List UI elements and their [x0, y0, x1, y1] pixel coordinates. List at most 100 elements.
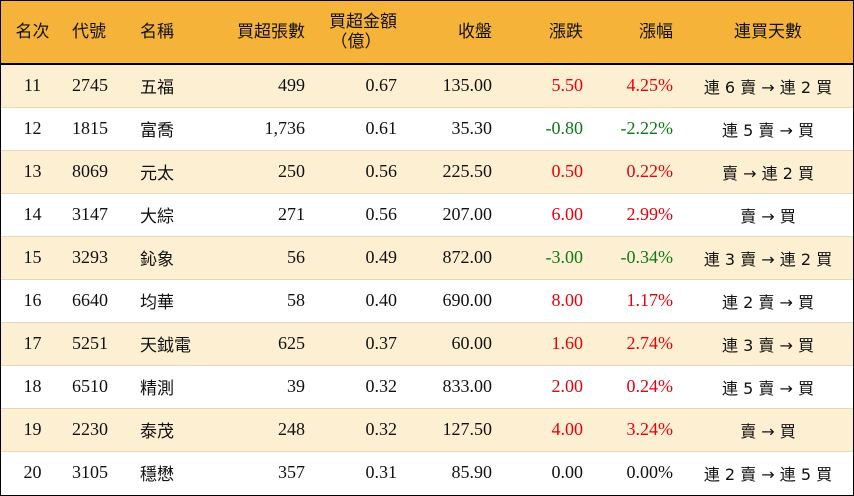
table-row: 11 2745 五福 499 0.67 135.00 5.50 4.25% 連 6 賣 → 連 … — [1, 64, 853, 107]
cell-code: 6510 — [64, 364, 132, 408]
cell-stock-name: 天鉞電 — [132, 321, 225, 365]
table-row: 15 3293 鈊象 56 0.49 872.00 -3.00 -0.34% 連 3 賣 → 連… — [1, 235, 853, 279]
table-row: 19 2230 泰茂 248 0.32 127.50 4.00 3.24% 賣 → 買 — [1, 407, 853, 451]
cell-code: 2745 — [72, 75, 108, 96]
cell-change-pct: 4.25% — [626, 75, 674, 96]
cell-change-pct: 0.00% — [593, 450, 683, 494]
cell-net-buy-amount: 0.32 — [315, 407, 407, 451]
table-row: 12 1815 富喬 1,736 0.61 35.30 -0.80 -2.22% 連 5 賣 →… — [1, 106, 853, 150]
cell-net-buy-amount: 0.61 — [315, 106, 407, 150]
cell-change-pct: -2.22% — [593, 106, 683, 150]
cell-consecutive-buy-days: 連 2 賣 → 連 5 買 — [683, 450, 853, 494]
cell-stock-name: 大綜 — [132, 192, 225, 236]
header-consecutive-buy-days: 連買天數 — [683, 1, 853, 65]
cell-stock-name: 均華 — [132, 278, 225, 322]
header-name: 名稱 — [132, 1, 225, 65]
cell-change: 4.00 — [502, 407, 593, 451]
cell-change-pct: 1.17% — [593, 278, 683, 322]
cell-rank: 20 — [1, 450, 64, 494]
cell-change-pct: 0.24% — [593, 364, 683, 408]
cell-stock-name: 富喬 — [132, 106, 225, 150]
cell-consecutive-buy-days: 連 6 賣 → 連 2 買 — [703, 77, 833, 97]
header-change: 漲跌 — [502, 1, 593, 65]
cell-change: 6.00 — [502, 192, 593, 236]
cell-net-buy-lots: 248 — [225, 407, 315, 451]
cell-stock-name: 元太 — [132, 149, 225, 193]
cell-rank: 12 — [1, 106, 64, 150]
cell-change: 1.60 — [502, 321, 593, 365]
cell-net-buy-amount: 0.31 — [315, 450, 407, 494]
cell-consecutive-buy-days: 賣 → 買 — [683, 407, 853, 451]
cell-change-pct: 3.24% — [593, 407, 683, 451]
cell-change: 8.00 — [502, 278, 593, 322]
cell-close: 690.00 — [407, 278, 502, 322]
cell-net-buy-amount: 0.67 — [365, 75, 398, 96]
cell-code: 5251 — [64, 321, 132, 365]
cell-change-pct: 0.22% — [593, 149, 683, 193]
cell-net-buy-amount: 0.56 — [315, 149, 407, 193]
cell-rank: 14 — [1, 192, 64, 236]
cell-close: 35.30 — [407, 106, 502, 150]
header-code: 代號 — [64, 1, 132, 65]
cell-rank: 18 — [1, 364, 64, 408]
cell-stock-name: 泰茂 — [132, 407, 225, 451]
cell-code: 6640 — [64, 278, 132, 322]
header-net-buy-lots: 買超張數 — [225, 1, 315, 65]
cell-change: 0.50 — [502, 149, 593, 193]
cell-consecutive-buy-days: 連 3 賣 → 連 2 買 — [683, 235, 853, 279]
cell-net-buy-lots: 250 — [225, 149, 315, 193]
table-row: 14 3147 大綜 271 0.56 207.00 6.00 2.99% 賣 → 買 — [1, 192, 853, 236]
table-row: 16 6640 均華 58 0.40 690.00 8.00 1.17% 連 2 賣 → 買 — [1, 278, 853, 322]
table-row: 13 8069 元太 250 0.56 225.50 0.50 0.22% 賣 → 連 2 買 — [1, 149, 853, 193]
cell-net-buy-lots: 357 — [225, 450, 315, 494]
header-close: 收盤 — [407, 1, 502, 65]
cell-change: 0.00 — [502, 450, 593, 494]
cell-close: 135.00 — [442, 75, 493, 96]
cell-net-buy-amount: 0.56 — [315, 192, 407, 236]
cell-consecutive-buy-days: 連 2 賣 → 買 — [683, 278, 853, 322]
cell-net-buy-amount: 0.32 — [315, 364, 407, 408]
cell-net-buy-amount: 0.40 — [315, 278, 407, 322]
header-net-buy-amount-line1: 買超金額 — [329, 12, 397, 32]
cell-net-buy-lots: 56 — [225, 235, 315, 279]
header-net-buy-amount: 買超金額 （億） — [315, 1, 407, 65]
table-body: 11 2745 五福 499 0.67 135.00 5.50 4.25% 連 6 賣 → 連 … — [1, 64, 853, 494]
cell-stock-name: 穩懋 — [132, 450, 225, 494]
table-row: 17 5251 天鉞電 625 0.37 60.00 1.60 2.74% 連 3 賣 → 買 — [1, 321, 853, 365]
cell-consecutive-buy-days: 連 3 賣 → 買 — [683, 321, 853, 365]
header-change-pct: 漲幅 — [593, 1, 683, 65]
cell-net-buy-amount: 0.37 — [315, 321, 407, 365]
cell-stock-name: 五福 — [140, 78, 174, 99]
cell-stock-name: 鈊象 — [132, 235, 225, 279]
cell-close: 225.50 — [407, 149, 502, 193]
cell-close: 833.00 — [407, 364, 502, 408]
cell-close: 85.90 — [407, 450, 502, 494]
cell-consecutive-buy-days: 賣 → 連 2 買 — [683, 149, 853, 193]
cell-net-buy-lots: 58 — [225, 278, 315, 322]
cell-code: 3147 — [64, 192, 132, 236]
cell-code: 2230 — [64, 407, 132, 451]
cell-net-buy-lots: 271 — [225, 192, 315, 236]
cell-change-pct: 2.99% — [593, 192, 683, 236]
cell-rank: 15 — [1, 235, 64, 279]
cell-consecutive-buy-days: 賣 → 買 — [683, 192, 853, 236]
cell-rank: 17 — [1, 321, 64, 365]
cell-consecutive-buy-days: 連 5 賣 → 買 — [683, 106, 853, 150]
cell-rank: 16 — [1, 278, 64, 322]
cell-stock-name: 精測 — [132, 364, 225, 408]
header-net-buy-amount-line2: （億） — [330, 32, 382, 52]
cell-code: 8069 — [64, 149, 132, 193]
cell-close: 872.00 — [407, 235, 502, 279]
cell-change: 5.50 — [551, 75, 584, 96]
cell-rank: 19 — [1, 407, 64, 451]
cell-code: 3293 — [64, 235, 132, 279]
cell-close: 60.00 — [407, 321, 502, 365]
table-row: 18 6510 精測 39 0.32 833.00 2.00 0.24% 連 5 賣 → 買 — [1, 364, 853, 408]
cell-close: 207.00 — [407, 192, 502, 236]
cell-consecutive-buy-days: 連 5 賣 → 買 — [683, 364, 853, 408]
cell-net-buy-lots: 1,736 — [225, 106, 315, 150]
cell-change: -0.80 — [502, 106, 593, 150]
header-rank: 名次 — [1, 1, 64, 65]
cell-change: 2.00 — [502, 364, 593, 408]
